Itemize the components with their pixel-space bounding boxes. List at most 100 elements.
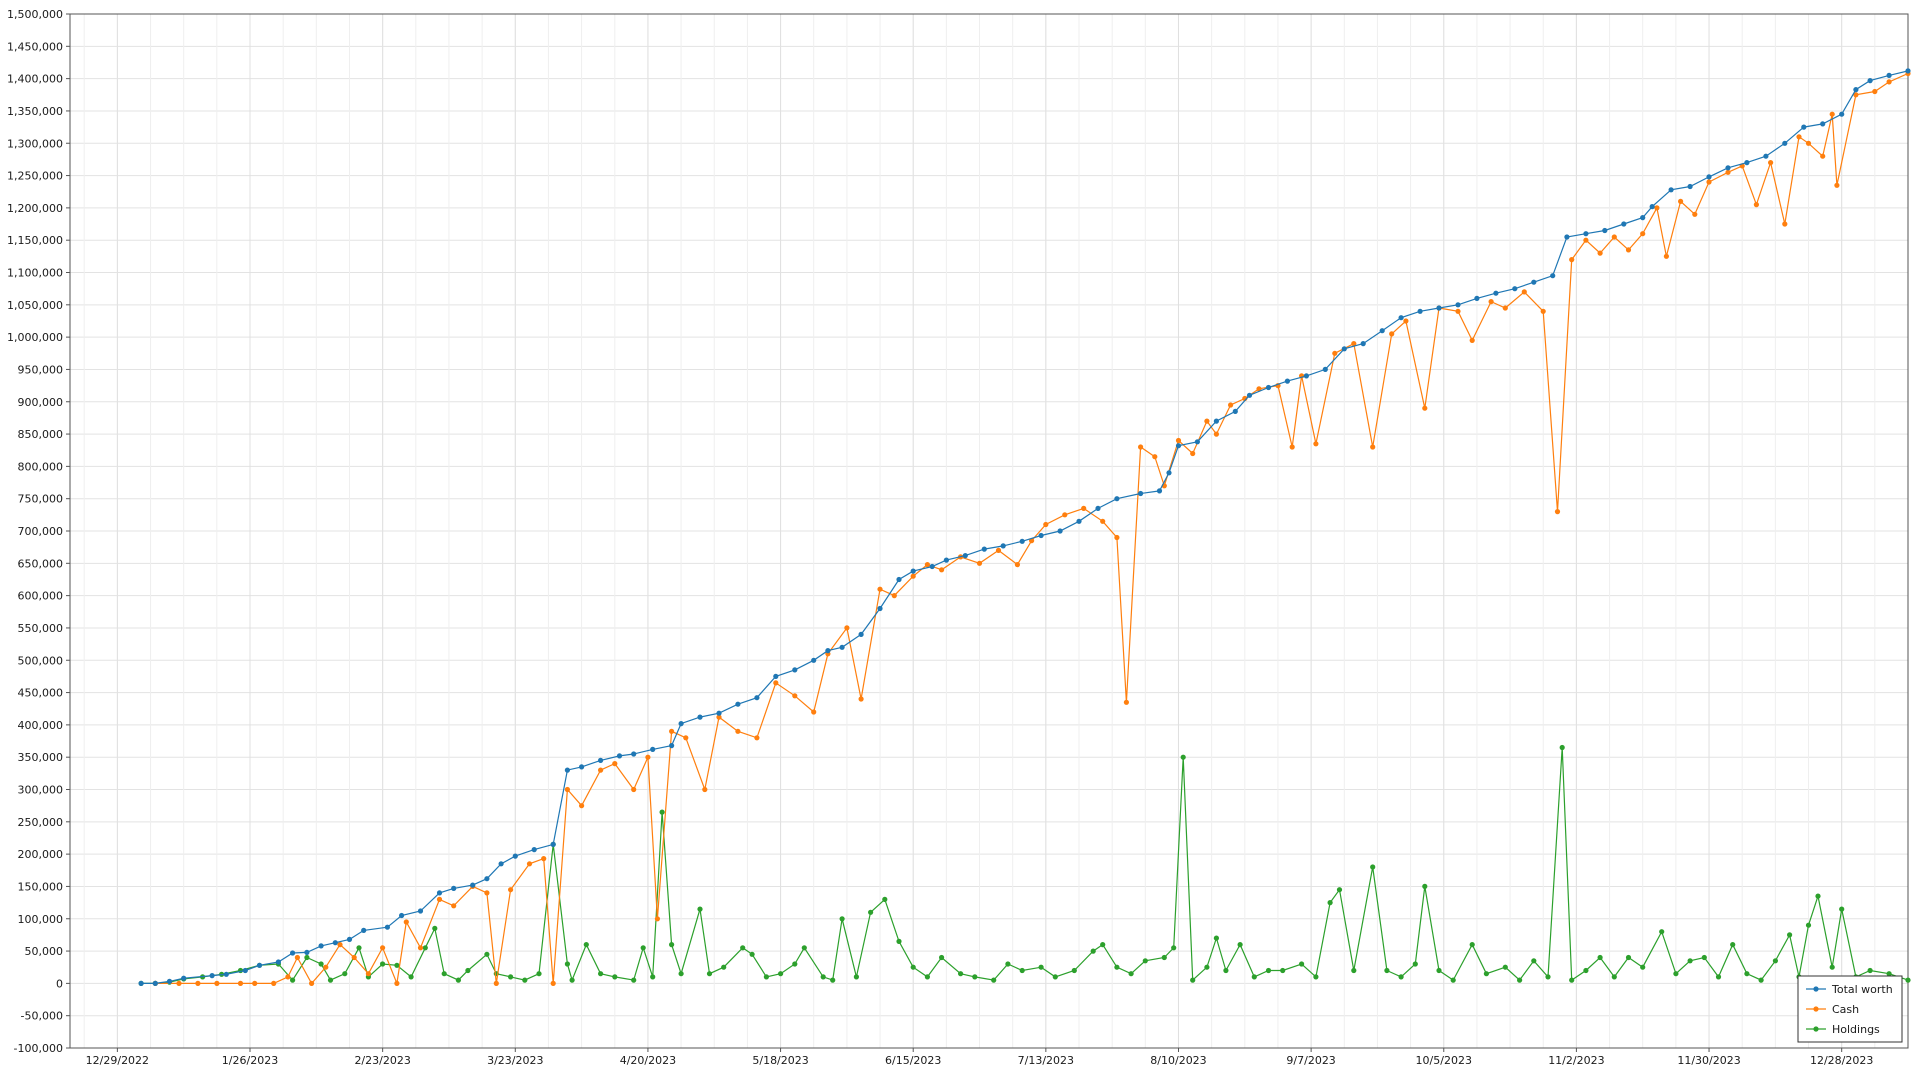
data-point (1867, 967, 1873, 974)
data-point (1043, 521, 1049, 528)
data-point (598, 971, 604, 977)
data-point (1057, 528, 1063, 534)
y-tick-label: 650,000 (18, 557, 64, 570)
data-point (1569, 977, 1575, 983)
data-point (1611, 974, 1617, 980)
y-tick-label: 750,000 (18, 493, 64, 506)
y-tick-label: 600,000 (18, 590, 64, 603)
y-tick-label: 350,000 (18, 751, 64, 764)
data-point (1166, 470, 1172, 476)
data-point (1450, 977, 1456, 983)
data-point (569, 977, 575, 983)
data-point (441, 971, 447, 977)
data-point (1583, 967, 1589, 974)
y-tick-label: 1,500,000 (7, 8, 63, 21)
data-point (1142, 958, 1148, 964)
data-point (1128, 971, 1134, 977)
data-point (1663, 253, 1669, 259)
data-point (541, 856, 547, 862)
data-point (1758, 977, 1764, 983)
data-point (408, 974, 414, 980)
data-point (683, 735, 689, 741)
data-point (1213, 935, 1219, 941)
y-tick-label: 50,000 (25, 945, 64, 958)
data-point (939, 567, 945, 573)
y-tick-label: 1,050,000 (7, 299, 63, 312)
data-point (1341, 346, 1347, 352)
data-point (484, 951, 490, 957)
data-point (309, 980, 315, 987)
y-tick-label: 0 (56, 977, 63, 990)
data-point (678, 971, 684, 977)
data-point (1403, 318, 1409, 324)
y-tick-label: 900,000 (18, 396, 64, 409)
data-point (1100, 518, 1106, 524)
data-point (1360, 341, 1366, 347)
data-point (583, 942, 589, 948)
data-point (1138, 444, 1144, 450)
y-tick-label: 550,000 (18, 622, 64, 635)
data-point (792, 693, 798, 699)
data-point (1725, 165, 1731, 171)
data-point (882, 896, 888, 903)
data-point (1678, 198, 1684, 204)
x-tick-label: 6/15/2023 (885, 1054, 941, 1067)
data-point (1886, 72, 1892, 78)
data-point (365, 971, 371, 977)
data-point (716, 710, 722, 716)
x-tick-label: 8/10/2023 (1150, 1054, 1206, 1067)
data-point (706, 971, 713, 977)
x-tick-label: 1/26/2023 (222, 1054, 278, 1067)
y-tick-label: 200,000 (18, 848, 64, 861)
data-point (1531, 958, 1537, 964)
data-point (214, 980, 220, 987)
data-point (972, 974, 978, 980)
data-point (1370, 444, 1376, 450)
x-tick-label: 12/29/2022 (86, 1054, 149, 1067)
data-point (1303, 373, 1309, 379)
data-point (1659, 929, 1665, 935)
data-point (403, 919, 409, 925)
data-point (1332, 350, 1338, 356)
data-point (830, 977, 836, 983)
data-point (290, 950, 296, 956)
y-axis: -100,000 -50,000 0 50,000 100,000 150,000 200,… (7, 8, 70, 1055)
data-point (252, 980, 258, 987)
data-point (1625, 247, 1632, 253)
data-point (1602, 227, 1608, 234)
data-point (346, 936, 353, 943)
y-tick-label: 1,100,000 (7, 267, 63, 280)
data-point (1327, 900, 1333, 906)
y-tick-label: 1,400,000 (7, 73, 63, 86)
series-total-worth (138, 68, 1911, 987)
data-point (508, 887, 514, 893)
data-point (399, 912, 405, 919)
data-point (1455, 308, 1461, 314)
data-point (1436, 967, 1442, 974)
data-point (1474, 295, 1480, 301)
data-point (910, 964, 916, 970)
data-point (522, 977, 528, 983)
data-point (1019, 538, 1025, 544)
data-point (351, 954, 357, 961)
y-tick-label: 250,000 (18, 816, 64, 829)
data-point (896, 576, 902, 583)
data-point (512, 853, 518, 859)
data-point (1782, 140, 1788, 146)
legend-label: Total worth (1831, 983, 1893, 996)
data-point (579, 764, 585, 770)
data-point (1805, 140, 1812, 146)
data-point (422, 945, 428, 951)
data-point (285, 974, 291, 980)
data-point (1422, 405, 1428, 411)
data-point (304, 954, 310, 961)
data-point (659, 809, 665, 815)
data-point (1531, 279, 1537, 285)
data-point (868, 909, 874, 915)
data-point (716, 714, 722, 720)
data-point (493, 980, 499, 987)
data-point (451, 885, 457, 892)
data-point (498, 861, 504, 867)
data-point (1175, 437, 1182, 444)
data-point (1550, 273, 1556, 279)
